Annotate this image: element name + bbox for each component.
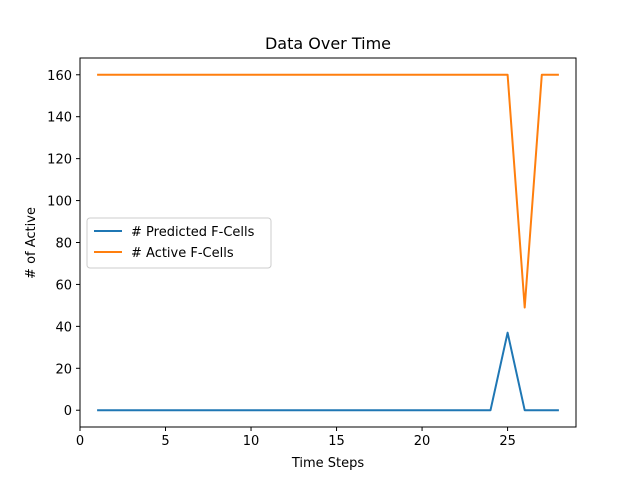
y-axis-title: # of Active [24,207,39,279]
legend: # Predicted F-Cells # Active F-Cells [86,217,272,269]
y-tick-label: 140 [47,111,72,126]
legend-label: # Active F-Cells [131,246,234,261]
y-tick-label: 60 [55,278,72,293]
x-axis-title: Time Steps [291,456,365,471]
chart-title: Data Over Time [265,34,391,53]
legend-box [86,217,272,269]
y-tick-label: 20 [55,362,72,377]
x-tick-label: 20 [414,434,431,449]
x-tick-label: 0 [76,434,84,449]
plot-area: 0 5 10 15 20 25 0 20 40 60 80 100 120 140 160 [47,69,559,449]
x-tick-label: 25 [499,434,516,449]
y-tick-label: 100 [47,195,72,210]
y-tick-label: 80 [55,237,72,252]
x-tick-label: 5 [161,434,169,449]
axes-frame [79,57,577,428]
legend-label: # Predicted F-Cells [131,225,255,240]
x-tick-label: 15 [328,434,345,449]
y-tick-label: 120 [47,153,72,168]
x-tick-label: 10 [243,434,260,449]
y-tick-label: 40 [55,320,72,335]
y-tick-label: 0 [64,404,72,419]
series-line-0 [97,331,559,412]
y-tick-label: 160 [47,69,72,84]
series-line-1 [97,73,559,309]
